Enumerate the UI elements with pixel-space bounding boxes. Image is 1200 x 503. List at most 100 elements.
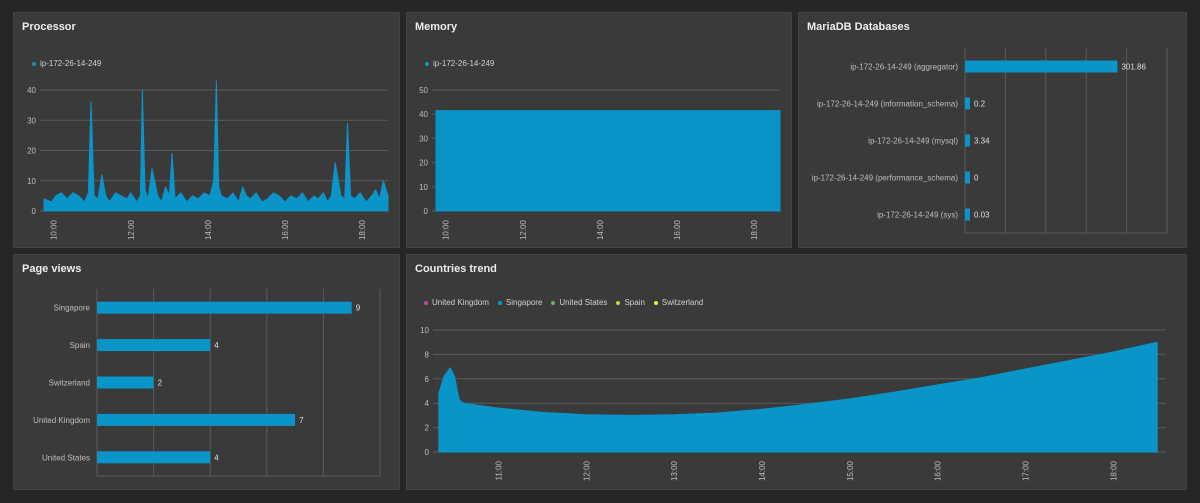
x-tick-label: 16:00 [673, 219, 682, 240]
bar [97, 339, 211, 352]
category-label: Spain [70, 341, 90, 350]
legend: United Kingdom Singapore United States S… [424, 298, 703, 307]
y-tick-label: 10 [27, 177, 36, 186]
legend: ip-172-26-14-249 [425, 59, 494, 68]
bar [965, 134, 970, 147]
x-tick-label: 14:00 [596, 219, 605, 240]
x-tick-label: 16:00 [281, 219, 290, 240]
y-tick-label: 40 [27, 86, 36, 95]
y-tick-label: 20 [419, 159, 428, 168]
y-tick-label: 2 [425, 424, 430, 433]
bar-value-label: 0.03 [974, 211, 990, 220]
y-tick-label: 6 [425, 375, 430, 384]
bar [97, 413, 296, 426]
category-label: ip-172-26-14-249 (sys) [877, 211, 958, 220]
x-tick-label: 10:00 [50, 219, 59, 240]
legend-dot-icon [424, 300, 428, 305]
processor-panel: Processor ip-172-26-14-249 0 10 20 30 40 10:0… [13, 12, 400, 248]
legend-dot-icon [653, 300, 658, 305]
legend-label: United States [559, 298, 608, 307]
series-area [435, 110, 781, 212]
x-tick-label: 12:00 [519, 219, 528, 240]
legend-label: Spain [624, 298, 645, 307]
y-tick-label: 0 [424, 207, 429, 216]
panel-title: Memory [415, 21, 458, 33]
category-label: ip-172-26-14-249 (information_schema) [817, 100, 958, 109]
memory-panel: Memory ip-172-26-14-249 0 10 20 30 40 50 10:00… [406, 12, 792, 248]
legend-item[interactable]: Switzerland [653, 298, 704, 307]
y-tick-label: 4 [425, 399, 430, 408]
category-label: Singapore [54, 304, 91, 313]
legend-dot-icon [616, 300, 621, 305]
bar [97, 451, 211, 464]
panel-title: MariaDB Databases [807, 21, 910, 33]
series-area [438, 341, 1158, 453]
x-tick-label: 15:00 [846, 460, 855, 481]
x-tick-label: 14:00 [204, 219, 213, 240]
legend-item[interactable]: United States [551, 298, 607, 307]
y-tick-label: 20 [27, 147, 36, 156]
y-tick-label: 10 [420, 326, 429, 335]
bar [965, 60, 1118, 73]
y-tick-label: 0 [425, 448, 430, 457]
legend-label: Singapore [505, 298, 543, 307]
y-tick-label: 10 [419, 183, 428, 192]
series-area [43, 80, 389, 212]
x-tick-label: 13:00 [670, 460, 679, 481]
legend-item[interactable]: Singapore [497, 298, 543, 307]
panel-title: Countries trend [415, 263, 497, 275]
bar-value-label: 9 [356, 304, 361, 313]
x-tick-label: 12:00 [127, 219, 136, 240]
panel-title: Processor [22, 21, 76, 33]
category-label: United States [42, 453, 90, 462]
bar-value-label: 4 [214, 341, 219, 350]
legend-dot-icon [425, 61, 429, 66]
category-label: ip-172-26-14-249 (aggregator) [850, 63, 958, 72]
legend-label: Switzerland [661, 298, 704, 307]
processor-chart: 0 10 20 30 40 10:00 12:00 14:00 16:00 18:00 [27, 80, 389, 240]
legend-item[interactable]: United Kingdom [424, 298, 489, 307]
x-tick-label: 16:00 [934, 460, 943, 481]
category-label: ip-172-26-14-249 (mysql) [868, 137, 958, 146]
y-tick-label: 0 [32, 207, 37, 216]
bar [965, 171, 970, 184]
bar-value-label: 4 [214, 453, 219, 462]
legend-dot-icon [551, 300, 556, 305]
y-tick-label: 40 [419, 110, 428, 119]
category-label: Switzerland [49, 379, 90, 388]
bar-value-label: 0.2 [974, 100, 986, 109]
x-tick-label: 18:00 [1109, 460, 1118, 481]
countries-chart: 0 2 4 6 8 10 11:00 12:00 13:00 14:00 15:00 16:00 17:… [420, 326, 1166, 481]
legend-label: ip-172-26-14-249 [40, 59, 102, 68]
x-tick-label: 11:00 [494, 460, 503, 480]
pageviews-chart: Singapore 9 Spain 4 Switzerland 2 United Kingd… [33, 289, 381, 477]
bar-value-label: 7 [299, 416, 304, 425]
legend-dot-icon [32, 61, 36, 66]
pageviews-panel: Page views Singapore 9 Spain 4 Switzerland 2 U… [13, 254, 400, 490]
panel-title: Page views [22, 263, 82, 275]
memory-chart: 0 10 20 30 40 50 10:00 12:00 14:00 16:00 18:00 [419, 86, 781, 240]
x-tick-label: 18:00 [750, 219, 759, 240]
bar-value-label: 2 [158, 379, 163, 388]
legend-item[interactable]: ip-172-26-14-249 [32, 59, 101, 68]
category-label: United Kingdom [33, 416, 90, 425]
legend-item[interactable]: ip-172-26-14-249 [425, 59, 494, 68]
bar-value-label: 301.86 [1121, 63, 1146, 72]
legend-label: United Kingdom [432, 298, 489, 307]
legend-dot-icon [497, 300, 502, 305]
bar [965, 97, 970, 110]
x-tick-label: 14:00 [758, 460, 767, 481]
bar [965, 208, 970, 221]
x-tick-label: 18:00 [358, 219, 367, 240]
bar [97, 376, 154, 389]
legend-item[interactable]: Spain [616, 298, 645, 307]
mariadb-chart: ip-172-26-14-249 (aggregator) 301.86 ip-17… [812, 48, 1168, 234]
bar-value-label: 3.34 [974, 137, 990, 146]
legend: ip-172-26-14-249 [32, 59, 101, 68]
bar [97, 301, 352, 314]
y-tick-label: 8 [425, 350, 430, 359]
mariadb-panel: MariaDB Databases ip-172-26-14-249 (aggr… [798, 12, 1187, 248]
x-tick-label: 12:00 [582, 460, 591, 481]
x-tick-label: 17:00 [1021, 460, 1030, 481]
